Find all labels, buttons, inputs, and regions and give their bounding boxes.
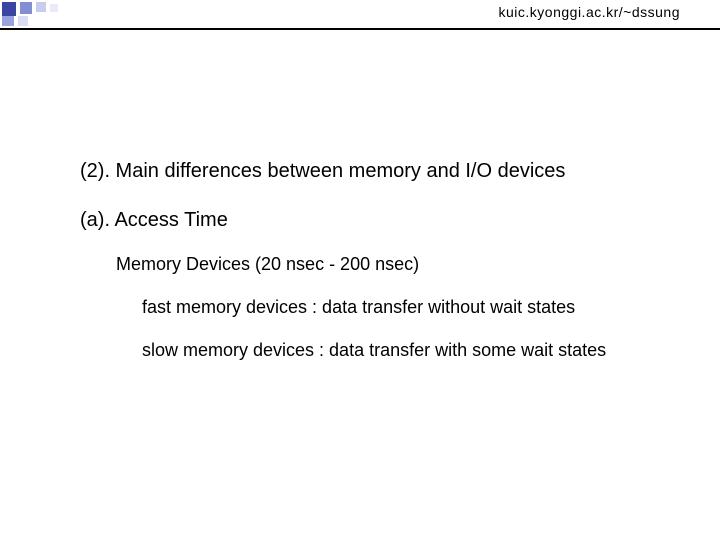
deco-square: [18, 16, 28, 26]
corner-decoration: [2, 2, 92, 28]
deco-square: [2, 2, 16, 16]
section-heading: (2). Main differences between memory and…: [80, 160, 680, 183]
deco-square: [2, 16, 14, 26]
bullet-level2: fast memory devices : data transfer with…: [142, 297, 680, 318]
slide: kuic.kyonggi.ac.kr/~dssung (2). Main dif…: [0, 0, 720, 540]
subsection-heading: (a). Access Time: [80, 209, 680, 232]
header-url: kuic.kyonggi.ac.kr/~dssung: [499, 4, 680, 20]
deco-square: [36, 2, 46, 12]
content-area: (2). Main differences between memory and…: [80, 160, 680, 383]
header-bar: kuic.kyonggi.ac.kr/~dssung: [0, 0, 720, 30]
deco-square: [20, 2, 32, 14]
deco-square: [50, 4, 58, 12]
bullet-level1: Memory Devices (20 nsec - 200 nsec): [116, 254, 680, 275]
bullet-level2: slow memory devices : data transfer with…: [142, 340, 680, 361]
